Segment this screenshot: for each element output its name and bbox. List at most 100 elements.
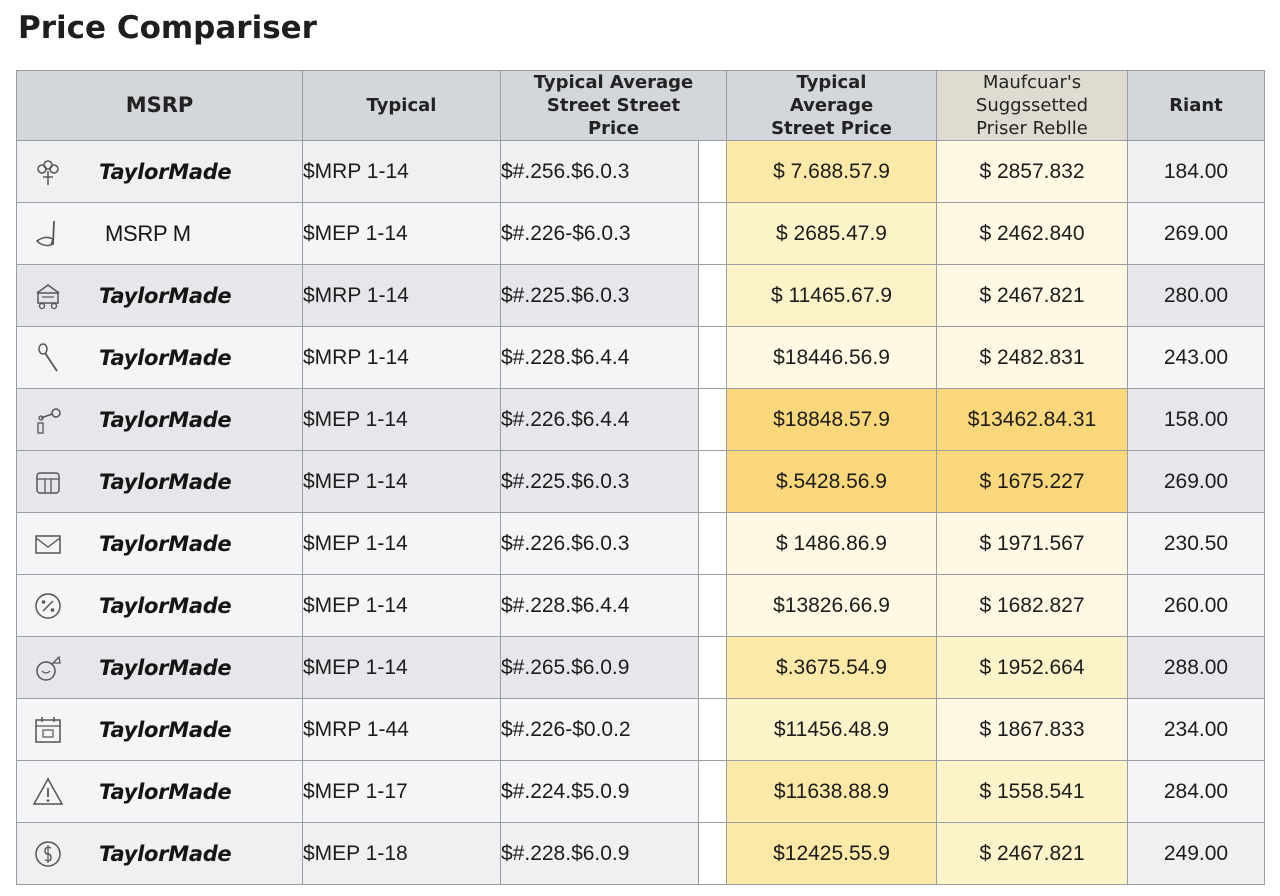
average-price-cell: $.5428.56.9 [726, 450, 937, 513]
manufacturer-price-cell: $ 1558.541 [936, 760, 1128, 823]
table-row[interactable]: TaylorMade $MEP 1-14 $#.226.$6.4.4 $18848.5… [16, 388, 1265, 451]
average-price-cell: $11456.48.9 [726, 698, 937, 761]
street-price-cell: $#.228.$6.4.4 [500, 326, 699, 389]
msrp-cell: $MRP 1-14 [302, 264, 501, 327]
table-row[interactable]: TaylorMade $MEP 1-17 $#.224.$5.0.9 $11638.8… [16, 760, 1265, 823]
brand-name: TaylorMade [99, 593, 232, 618]
club-icon [17, 217, 79, 251]
street-price-cell: $#.228.$6.0.9 [500, 822, 699, 885]
manufacturer-price-cell: $ 1675.227 [936, 450, 1128, 513]
street-price-label: Typical Average Street Street Price [533, 72, 694, 139]
brand-name: TaylorMade [99, 841, 232, 866]
manufacturer-price-cell: $ 2467.821 [936, 822, 1128, 885]
street-price-cell: $#.265.$6.0.9 [500, 636, 699, 699]
brand-cell: TaylorMade [16, 574, 303, 637]
column-header-average-street-price[interactable]: Typical Average Street Price [726, 70, 937, 141]
dollar-icon [17, 837, 79, 871]
brand-cell: TaylorMade [16, 636, 303, 699]
average-price-cell: $ 11465.67.9 [726, 264, 937, 327]
spacer-cell [698, 450, 727, 513]
spacer-cell [698, 574, 727, 637]
tee-icon [17, 403, 79, 437]
spacer-cell [698, 388, 727, 451]
column-header-street-price[interactable]: Typical Average Street Street Price [500, 70, 727, 141]
column-header-manufacturer-price[interactable]: Maufcuar's Suggssetted Priser Reblle [936, 70, 1128, 141]
cart-icon [17, 279, 79, 313]
column-header-typical[interactable]: Typical [302, 70, 501, 141]
spacer-cell [698, 760, 727, 823]
manufacturer-price-cell: $ 1867.833 [936, 698, 1128, 761]
spacer-cell [698, 326, 727, 389]
right-value-cell: 234.00 [1127, 698, 1265, 761]
brand-name: TaylorMade [99, 655, 232, 680]
average-price-cell: $12425.55.9 [726, 822, 937, 885]
right-value-cell: 288.00 [1127, 636, 1265, 699]
ball-icon [17, 651, 79, 685]
table-row[interactable]: TaylorMade $MRP 1-14 $#.225.$6.0.3 $ 11465.… [16, 264, 1265, 327]
price-comparison-table: MSRP Typical Typical Average Street Stre… [16, 70, 1265, 885]
mail-icon [17, 527, 79, 561]
warning-icon [17, 775, 79, 809]
brand-cell: TaylorMade [16, 264, 303, 327]
brand-name: TaylorMade [99, 407, 232, 432]
spacer-cell [698, 264, 727, 327]
right-value-cell: 243.00 [1127, 326, 1265, 389]
table-row[interactable]: TaylorMade $MEP 1-14 $#.228.$6.4.4 $13826.6… [16, 574, 1265, 637]
page-title: Price Compariser [18, 10, 317, 46]
table-row[interactable]: TaylorMade $MRP 1-14 $#.256.$6.0.3 $ 7.688.… [16, 140, 1265, 203]
spacer-cell [698, 698, 727, 761]
brand-name: TaylorMade [99, 283, 232, 308]
spacer-cell [698, 202, 727, 265]
brand-cell: TaylorMade [16, 140, 303, 203]
msrp-cell: $MEP 1-14 [302, 636, 501, 699]
street-price-cell: $#.228.$6.4.4 [500, 574, 699, 637]
right-value-cell: 158.00 [1127, 388, 1265, 451]
table-row[interactable]: TaylorMade $MEP 1-18 $#.228.$6.0.9 $12425.5… [16, 822, 1265, 885]
right-value-cell: 269.00 [1127, 450, 1265, 513]
average-price-cell: $ 1486.86.9 [726, 512, 937, 575]
average-price-cell: $ 7.688.57.9 [726, 140, 937, 203]
column-header-brand[interactable]: MSRP [16, 70, 303, 141]
right-value-cell: 260.00 [1127, 574, 1265, 637]
brand-cell: TaylorMade [16, 388, 303, 451]
table-row[interactable]: MSRP M $MEP 1-14 $#.226-$6.0.3 $ 2685.47.9 $… [16, 202, 1265, 265]
driver-icon [17, 341, 79, 375]
manufacturer-price-cell: $13462.84.31 [936, 388, 1128, 451]
street-price-cell: $#.226.$6.0.3 [500, 512, 699, 575]
average-price-cell: $13826.66.9 [726, 574, 937, 637]
manufacturer-price-cell: $ 2462.840 [936, 202, 1128, 265]
street-price-cell: $#.226-$6.0.3 [500, 202, 699, 265]
spacer-cell [698, 822, 727, 885]
table-row[interactable]: TaylorMade $MEP 1-14 $#.226.$6.0.3 $ 1486.8… [16, 512, 1265, 575]
manufacturer-price-cell: $ 2482.831 [936, 326, 1128, 389]
table-row[interactable]: TaylorMade $MRP 1-14 $#.228.$6.4.4 $18446.5… [16, 326, 1265, 389]
table-row[interactable]: TaylorMade $MEP 1-14 $#.225.$6.0.3 $.5428.5… [16, 450, 1265, 513]
manufacturer-price-cell: $ 1682.827 [936, 574, 1128, 637]
street-price-cell: $#.226-$0.0.2 [500, 698, 699, 761]
bag-icon [17, 465, 79, 499]
table-row[interactable]: TaylorMade $MEP 1-14 $#.265.$6.0.9 $.3675.5… [16, 636, 1265, 699]
average-price-cell: $.3675.54.9 [726, 636, 937, 699]
street-price-cell: $#.225.$6.0.3 [500, 264, 699, 327]
brand-name: TaylorMade [99, 717, 232, 742]
brand-cell: TaylorMade [16, 760, 303, 823]
msrp-cell: $MRP 1-44 [302, 698, 501, 761]
column-header-right[interactable]: Riant [1127, 70, 1265, 141]
brand-name: TaylorMade [99, 469, 232, 494]
brand-cell: TaylorMade [16, 822, 303, 885]
table-row[interactable]: TaylorMade $MRP 1-44 $#.226-$0.0.2 $11456.4… [16, 698, 1265, 761]
msrp-cell: $MEP 1-14 [302, 574, 501, 637]
right-value-cell: 284.00 [1127, 760, 1265, 823]
discount-icon [17, 589, 79, 623]
brand-name: TaylorMade [99, 159, 232, 184]
right-value-cell: 269.00 [1127, 202, 1265, 265]
manufacturer-price-cell: $ 2467.821 [936, 264, 1128, 327]
msrp-cell: $MRP 1-14 [302, 326, 501, 389]
brand-cell: TaylorMade [16, 512, 303, 575]
msrp-cell: $MRP 1-14 [302, 140, 501, 203]
street-price-cell: $#.225.$6.0.3 [500, 450, 699, 513]
msrp-cell: $MEP 1-17 [302, 760, 501, 823]
manufacturer-price-cell: $ 2857.832 [936, 140, 1128, 203]
average-price-cell: $11638.88.9 [726, 760, 937, 823]
brand-name: MSRP M [105, 220, 191, 246]
